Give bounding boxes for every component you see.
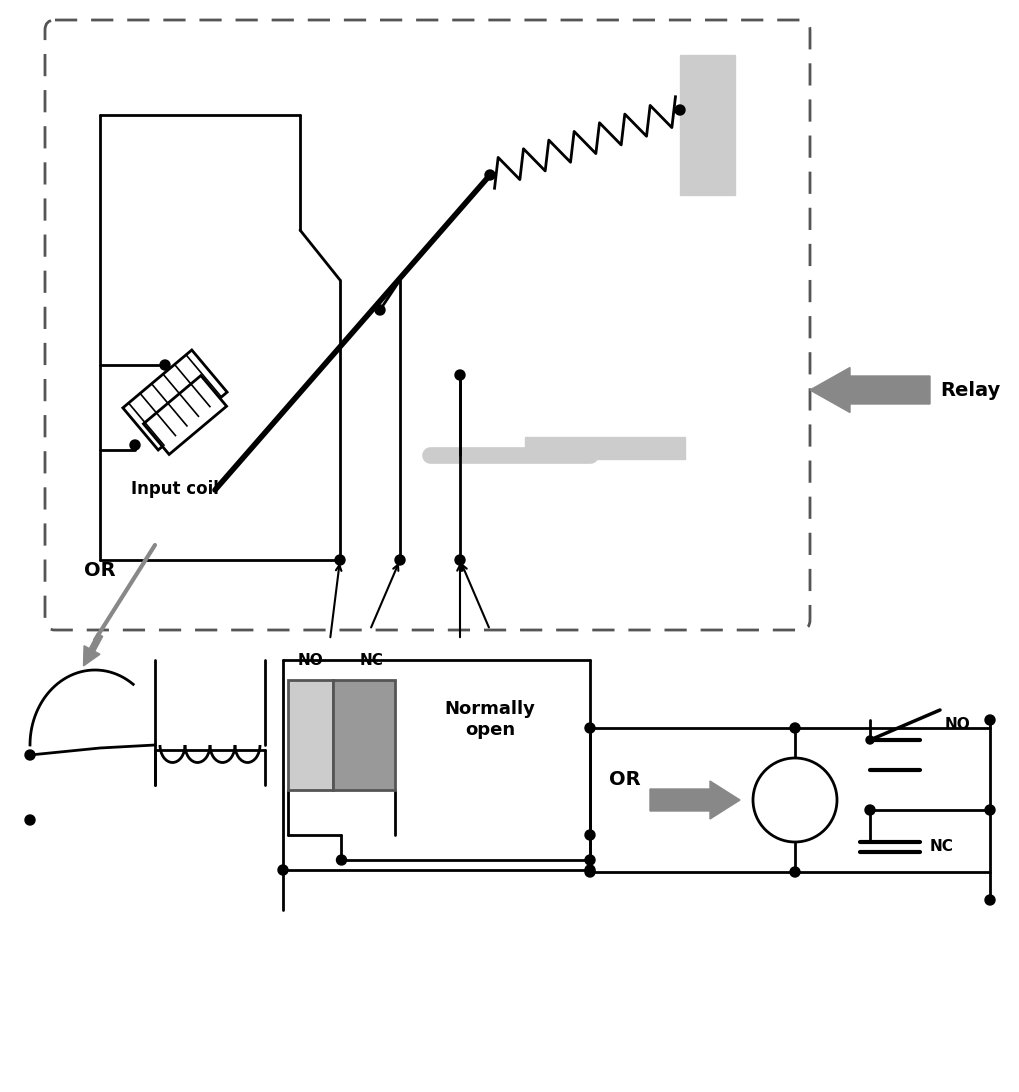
Circle shape	[129, 440, 140, 450]
Circle shape	[394, 555, 405, 565]
Circle shape	[585, 867, 594, 877]
Polygon shape	[144, 376, 226, 454]
Circle shape	[585, 830, 594, 840]
Text: OR: OR	[608, 771, 640, 790]
Circle shape	[864, 805, 874, 815]
Circle shape	[454, 370, 465, 380]
Circle shape	[160, 360, 170, 370]
Circle shape	[585, 855, 594, 865]
Bar	[287, 680, 332, 790]
FancyArrow shape	[809, 368, 929, 413]
Text: OR: OR	[85, 560, 116, 580]
Text: NO: NO	[298, 653, 323, 668]
FancyBboxPatch shape	[45, 20, 809, 630]
Circle shape	[336, 855, 346, 865]
Circle shape	[865, 736, 873, 744]
Circle shape	[984, 715, 994, 725]
Text: Input coil: Input coil	[130, 480, 219, 498]
Bar	[525, 437, 685, 459]
Circle shape	[375, 305, 384, 314]
Circle shape	[585, 723, 594, 733]
Circle shape	[984, 895, 994, 905]
Circle shape	[278, 865, 287, 875]
Text: NO: NO	[944, 717, 970, 733]
Text: Relay: Relay	[940, 380, 1000, 400]
FancyArrow shape	[84, 633, 103, 666]
Circle shape	[790, 723, 799, 733]
Circle shape	[454, 555, 465, 565]
Circle shape	[790, 867, 799, 877]
Bar	[332, 680, 394, 790]
Circle shape	[334, 555, 344, 565]
Text: Normally
open: Normally open	[444, 700, 535, 739]
FancyArrow shape	[649, 781, 739, 819]
Polygon shape	[122, 351, 227, 450]
Bar	[680, 55, 735, 195]
Circle shape	[585, 865, 594, 875]
Text: Normally
closed: Normally closed	[300, 720, 390, 759]
Circle shape	[984, 805, 994, 815]
Circle shape	[25, 750, 35, 760]
Text: NC: NC	[360, 653, 383, 668]
Circle shape	[25, 815, 35, 824]
Circle shape	[752, 758, 837, 842]
Circle shape	[675, 105, 685, 115]
Circle shape	[484, 170, 494, 180]
Text: Coil: Coil	[779, 793, 810, 807]
Text: NC: NC	[929, 840, 953, 855]
